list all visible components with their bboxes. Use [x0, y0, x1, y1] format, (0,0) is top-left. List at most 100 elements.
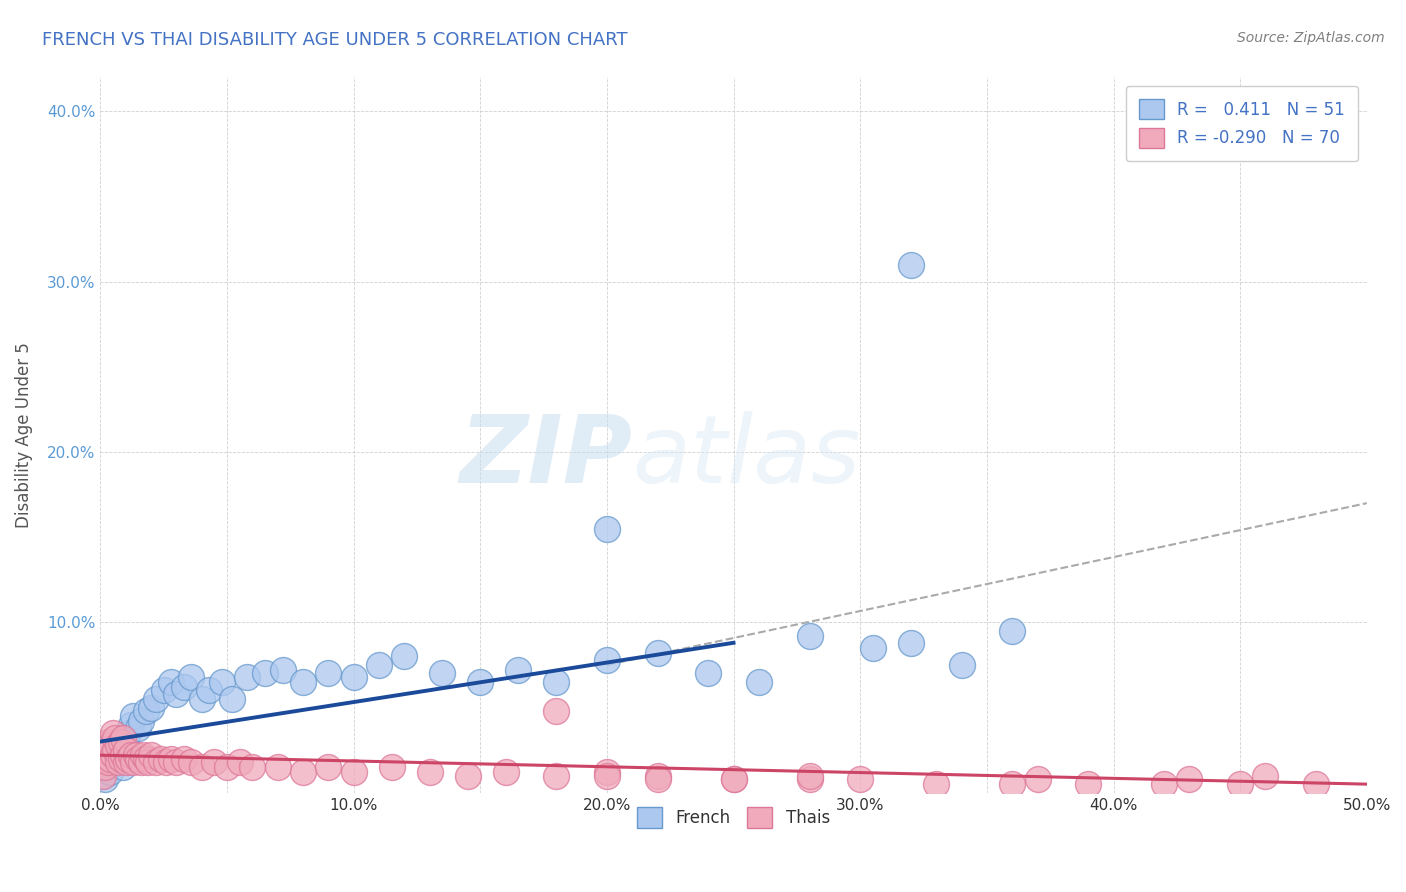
Point — [546, 769, 568, 783]
Point — [114, 755, 136, 769]
Point — [91, 769, 114, 783]
Point — [117, 726, 139, 740]
Point — [132, 748, 155, 763]
Point — [114, 734, 136, 748]
Point — [100, 738, 122, 752]
Point — [127, 751, 149, 765]
Point — [107, 748, 129, 763]
Point — [647, 772, 669, 786]
Point — [508, 663, 530, 677]
Point — [1026, 772, 1049, 786]
Point — [101, 755, 124, 769]
Point — [291, 765, 314, 780]
Text: ZIP: ZIP — [460, 410, 633, 502]
Point — [211, 675, 233, 690]
Point — [266, 760, 288, 774]
Point — [900, 258, 922, 272]
Point — [1229, 777, 1251, 791]
Point — [291, 675, 314, 690]
Point — [596, 765, 619, 780]
Point — [723, 772, 745, 786]
Point — [122, 755, 145, 769]
Point — [122, 709, 145, 723]
Point — [342, 670, 364, 684]
Point — [221, 692, 243, 706]
Point — [94, 772, 117, 786]
Point — [160, 751, 183, 765]
Point — [107, 755, 129, 769]
Legend: French, Thais: French, Thais — [630, 801, 837, 834]
Point — [925, 777, 948, 791]
Text: Source: ZipAtlas.com: Source: ZipAtlas.com — [1237, 31, 1385, 45]
Point — [1001, 624, 1024, 638]
Point — [316, 760, 339, 774]
Point — [697, 666, 720, 681]
Point — [546, 704, 568, 718]
Point — [1305, 777, 1327, 791]
Point — [91, 751, 114, 765]
Point — [104, 731, 127, 746]
Point — [215, 760, 238, 774]
Point — [135, 751, 157, 765]
Point — [367, 657, 389, 672]
Point — [110, 738, 132, 752]
Point — [647, 769, 669, 783]
Point — [94, 760, 117, 774]
Point — [129, 714, 152, 728]
Point — [129, 755, 152, 769]
Point — [240, 760, 263, 774]
Point — [150, 751, 173, 765]
Point — [380, 760, 402, 774]
Point — [546, 675, 568, 690]
Point — [135, 704, 157, 718]
Point — [114, 743, 136, 757]
Point — [1254, 769, 1277, 783]
Point — [152, 683, 174, 698]
Point — [190, 760, 212, 774]
Y-axis label: Disability Age Under 5: Disability Age Under 5 — [15, 343, 32, 528]
Point — [799, 772, 821, 786]
Point — [228, 755, 250, 769]
Point — [165, 687, 187, 701]
Point — [190, 692, 212, 706]
Point — [950, 657, 973, 672]
Point — [107, 738, 129, 752]
Point — [596, 522, 619, 536]
Point — [120, 748, 142, 763]
Point — [112, 760, 135, 774]
Point — [94, 743, 117, 757]
Point — [155, 755, 177, 769]
Point — [127, 721, 149, 735]
Point — [198, 683, 221, 698]
Point — [138, 755, 160, 769]
Point — [91, 769, 114, 783]
Point — [139, 748, 162, 763]
Point — [1001, 777, 1024, 791]
Point — [125, 748, 148, 763]
Point — [849, 772, 872, 786]
Point — [596, 653, 619, 667]
Point — [120, 717, 142, 731]
Point — [173, 680, 195, 694]
Point — [799, 769, 821, 783]
Point — [117, 751, 139, 765]
Point — [748, 675, 770, 690]
Point — [101, 748, 124, 763]
Point — [112, 748, 135, 763]
Point — [100, 751, 122, 765]
Point — [1153, 777, 1175, 791]
Point — [495, 765, 517, 780]
Point — [419, 765, 441, 780]
Point — [342, 765, 364, 780]
Point — [100, 765, 122, 780]
Point — [180, 670, 202, 684]
Point — [165, 755, 187, 769]
Point — [723, 772, 745, 786]
Point — [180, 755, 202, 769]
Point — [104, 743, 127, 757]
Point — [110, 734, 132, 748]
Point — [392, 649, 415, 664]
Point — [173, 751, 195, 765]
Point — [97, 755, 120, 769]
Point — [799, 629, 821, 643]
